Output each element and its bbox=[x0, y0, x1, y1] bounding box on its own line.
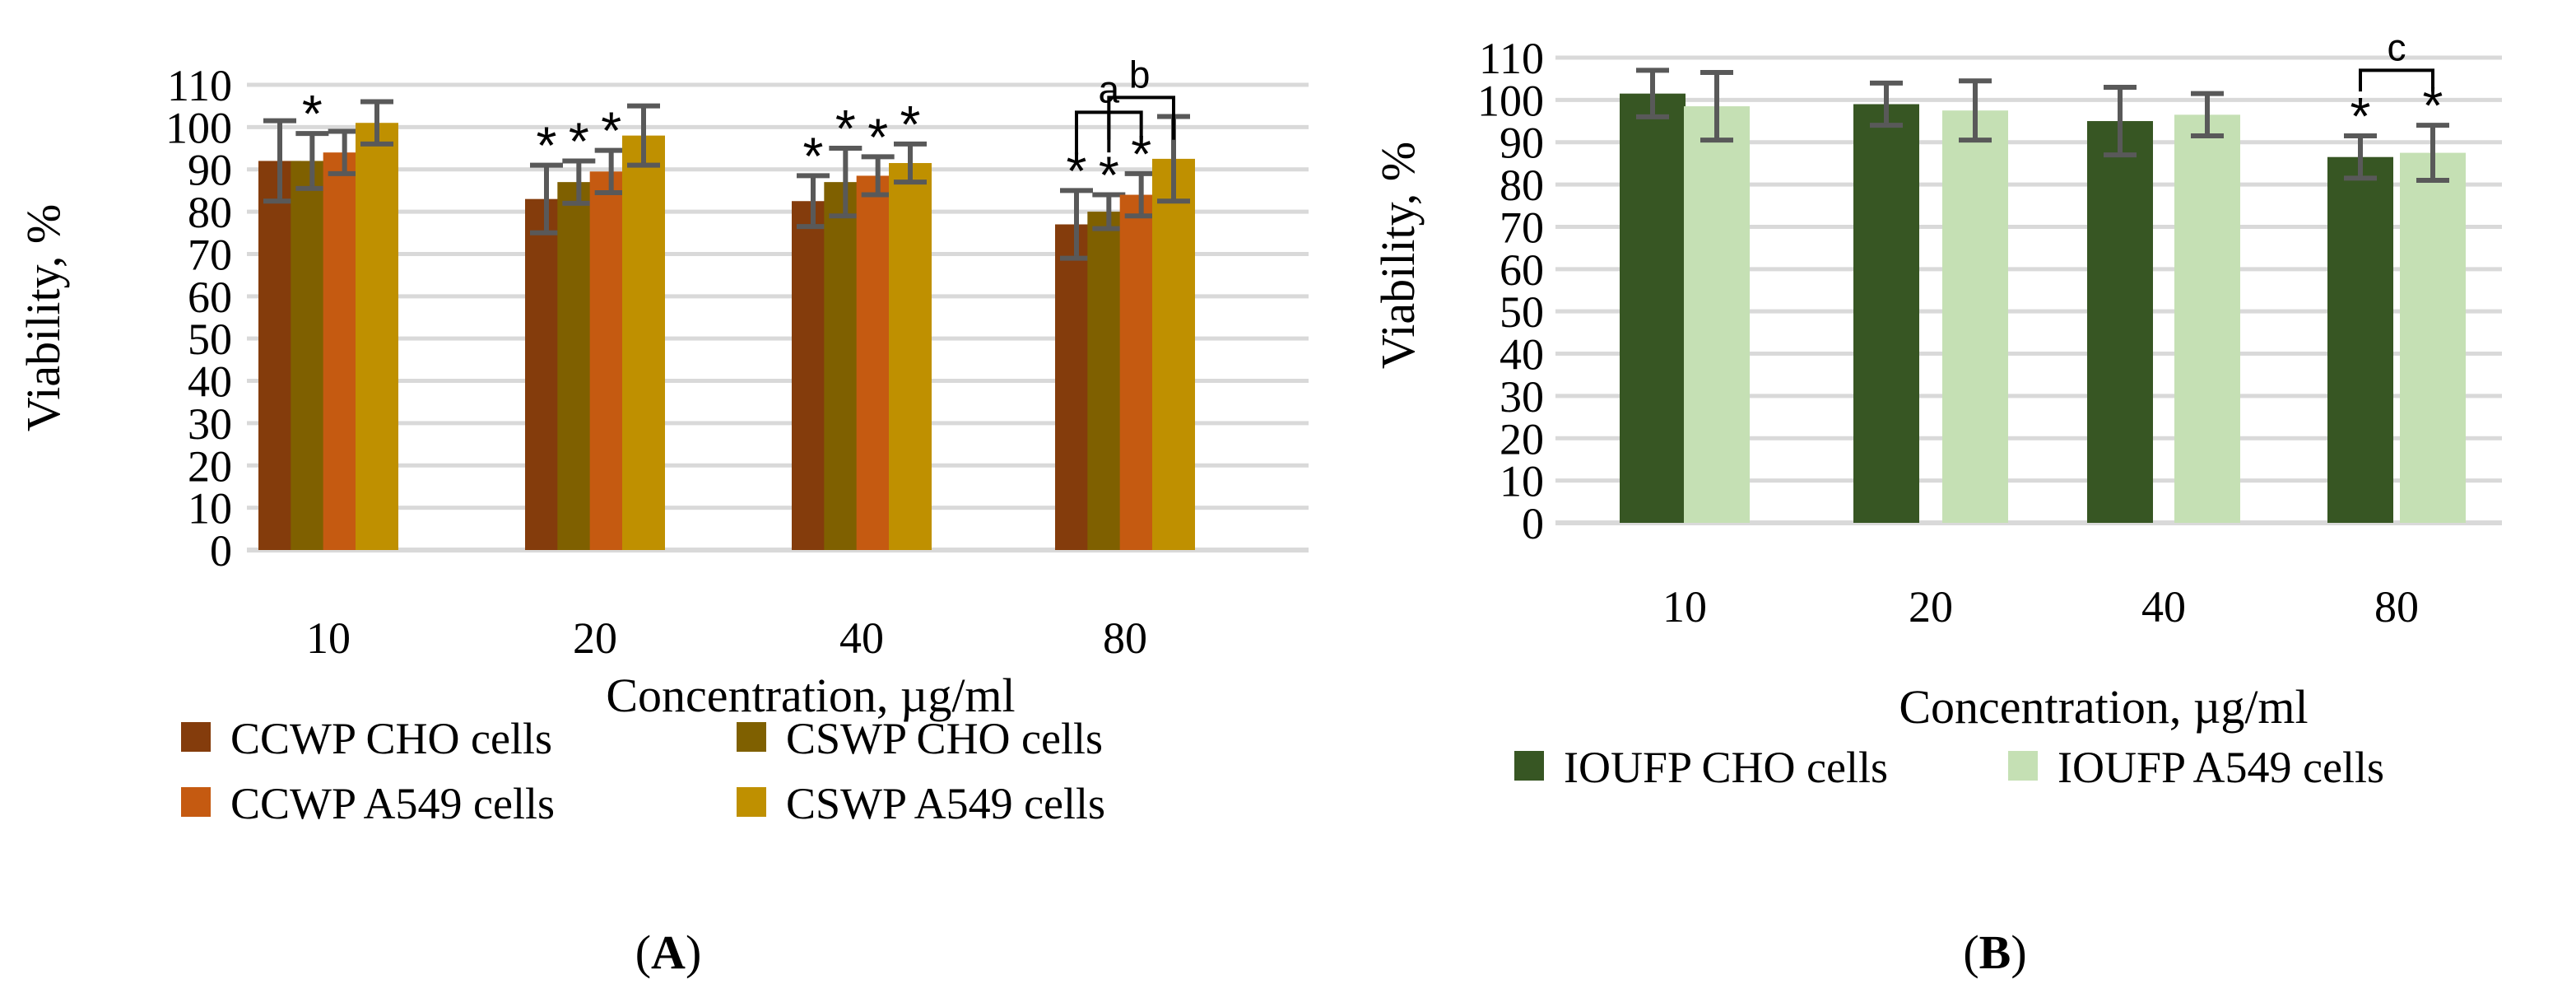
legend-swatch bbox=[181, 722, 211, 752]
significance-bracket bbox=[2359, 68, 2434, 92]
significance-marker: * bbox=[900, 95, 921, 154]
legend-swatch bbox=[737, 722, 766, 752]
significance-marker: * bbox=[867, 107, 888, 166]
y-tick-label: 30 bbox=[1500, 372, 1544, 422]
y-tick-label: 40 bbox=[1500, 330, 1544, 380]
bracket-label: c bbox=[2388, 26, 2406, 68]
legend-label: CCWP CHO cells bbox=[230, 714, 552, 763]
significance-marker: * bbox=[835, 99, 856, 158]
y-tick-label: 10 bbox=[1500, 457, 1544, 506]
bar bbox=[356, 123, 398, 550]
bar bbox=[2087, 121, 2153, 523]
y-tick-label: 60 bbox=[1500, 245, 1544, 295]
panel-label: (A) bbox=[635, 925, 702, 979]
legend-swatch bbox=[2008, 751, 2038, 781]
y-tick-label: 100 bbox=[165, 103, 232, 152]
legend-label: CSWP CHO cells bbox=[786, 714, 1103, 763]
x-tick-label: 10 bbox=[306, 613, 351, 663]
legend-label: CCWP A549 cells bbox=[230, 779, 555, 828]
y-tick-label: 70 bbox=[1500, 203, 1544, 252]
y-tick-label: 30 bbox=[188, 399, 232, 449]
y-tick-label: 80 bbox=[188, 188, 232, 237]
legend-swatch bbox=[737, 787, 766, 817]
y-tick-label: 110 bbox=[167, 61, 232, 110]
x-tick-label: 40 bbox=[839, 613, 884, 663]
y-axis-title: Viability, % bbox=[1371, 142, 1425, 369]
significance-marker: * bbox=[601, 101, 621, 161]
x-tick-label: 80 bbox=[1103, 613, 1147, 663]
bar bbox=[2400, 152, 2466, 523]
legend-label: IOUFP A549 cells bbox=[2058, 743, 2384, 792]
y-tick-label: 0 bbox=[210, 526, 232, 576]
y-tick-label: 110 bbox=[1479, 34, 1544, 83]
bracket-label: b bbox=[1129, 53, 1151, 96]
y-tick-label: 10 bbox=[188, 484, 232, 534]
bar bbox=[2327, 156, 2393, 524]
x-tick-label: 80 bbox=[2374, 582, 2419, 632]
legend-label: IOUFP CHO cells bbox=[1564, 743, 1888, 792]
significance-marker: * bbox=[537, 116, 557, 175]
y-tick-label: 20 bbox=[1500, 414, 1544, 464]
panel-label: (B) bbox=[1963, 925, 2026, 979]
bar bbox=[889, 163, 932, 551]
y-tick-label: 20 bbox=[188, 441, 232, 491]
bar bbox=[1853, 104, 1919, 523]
x-axis-title: Concentration, µg/ml bbox=[606, 669, 1015, 722]
bar bbox=[1620, 93, 1686, 524]
significance-marker: * bbox=[2350, 86, 2371, 146]
y-tick-label: 90 bbox=[188, 146, 232, 195]
y-axis-title: Viability, % bbox=[16, 204, 70, 431]
y-tick-label: 50 bbox=[188, 315, 232, 364]
bar bbox=[622, 135, 665, 551]
y-tick-label: 40 bbox=[188, 357, 232, 407]
bar bbox=[2174, 114, 2240, 523]
legend-swatch bbox=[1514, 751, 1544, 781]
x-axis-title: Concentration, µg/ml bbox=[1899, 680, 2308, 734]
y-tick-label: 60 bbox=[188, 273, 232, 322]
x-tick-label: 20 bbox=[573, 613, 617, 663]
significance-bracket bbox=[1107, 96, 1175, 140]
y-tick-label: 100 bbox=[1477, 76, 1544, 125]
bar bbox=[1942, 110, 2008, 524]
legend-swatch bbox=[181, 787, 211, 817]
bar bbox=[1152, 158, 1195, 551]
significance-marker: * bbox=[1099, 146, 1119, 205]
y-tick-label: 70 bbox=[188, 230, 232, 279]
x-tick-label: 10 bbox=[1662, 582, 1707, 632]
y-tick-label: 80 bbox=[1500, 161, 1544, 210]
significance-marker: * bbox=[803, 126, 824, 185]
legend-label: CSWP A549 cells bbox=[786, 779, 1105, 828]
x-tick-label: 40 bbox=[2141, 582, 2186, 632]
y-tick-label: 0 bbox=[1522, 499, 1544, 548]
x-tick-label: 20 bbox=[1909, 582, 1953, 632]
bar bbox=[1684, 106, 1750, 523]
significance-marker: * bbox=[302, 84, 323, 143]
y-tick-label: 50 bbox=[1500, 287, 1544, 337]
y-tick-label: 90 bbox=[1500, 119, 1544, 168]
significance-marker: * bbox=[569, 111, 589, 170]
